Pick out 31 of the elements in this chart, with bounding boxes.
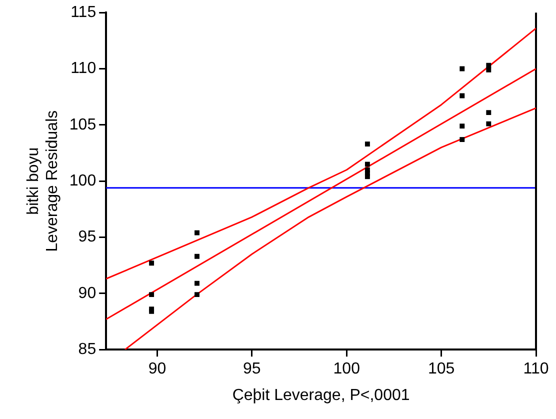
point — [149, 260, 154, 266]
point — [149, 292, 154, 298]
y-tick-label: 115 — [70, 4, 96, 22]
point — [194, 254, 200, 259]
point — [486, 121, 492, 126]
y-tick-label: 95 — [78, 228, 96, 246]
x-tick-label: 90 — [148, 360, 166, 378]
y-axis-title: bitki boyu Leverage Residuals — [25, 110, 62, 252]
x-tick-label: 110 — [523, 360, 549, 378]
point — [364, 162, 370, 167]
point — [194, 230, 200, 236]
y-tick-label: 100 — [69, 172, 96, 190]
y-tick-label: 105 — [69, 116, 96, 134]
x-tick-label: 100 — [333, 360, 360, 378]
point — [486, 62, 492, 68]
x-tick-label: 95 — [243, 360, 261, 378]
point — [460, 137, 465, 142]
point — [364, 174, 370, 180]
y-tick-label: 85 — [78, 341, 96, 358]
point — [194, 292, 200, 298]
y-tick-label: 90 — [78, 284, 96, 302]
point — [460, 66, 465, 72]
y-tick-label: 110 — [70, 60, 96, 78]
point — [486, 110, 492, 116]
x-tick-label: 105 — [428, 360, 455, 378]
point — [460, 93, 465, 98]
point — [486, 67, 492, 72]
point — [460, 124, 465, 129]
point — [194, 280, 200, 286]
point — [364, 142, 370, 147]
x-axis-title: Çeþit Leverage, P<,0001 — [232, 386, 410, 404]
